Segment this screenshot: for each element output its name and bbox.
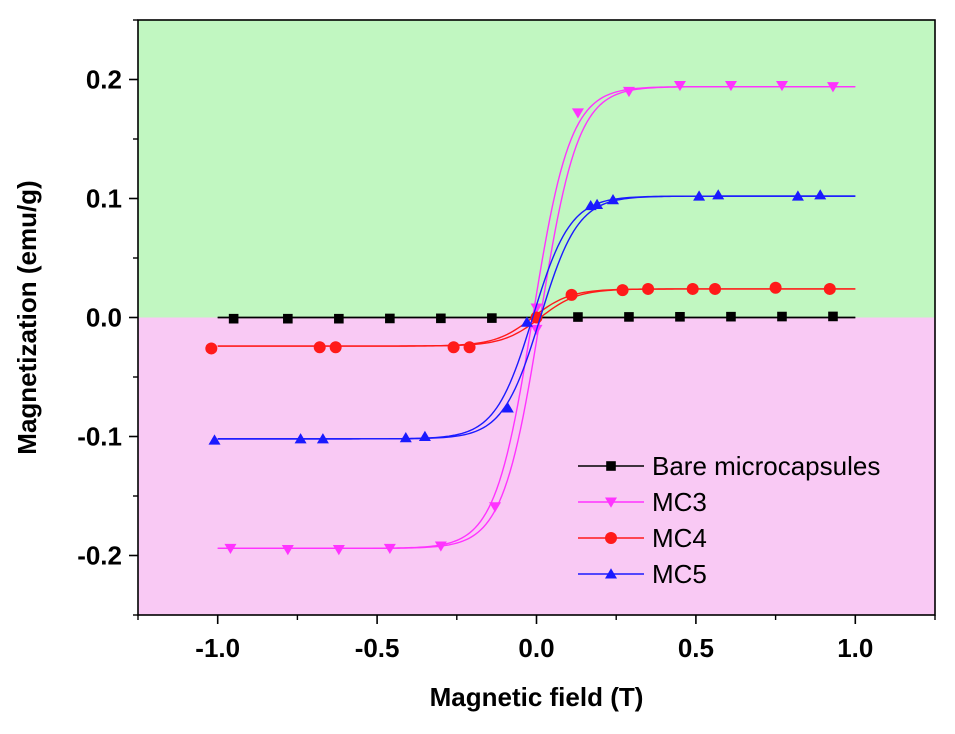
- data-point: [642, 282, 655, 295]
- x-tick-label: 1.0: [837, 633, 873, 663]
- data-point: [463, 341, 476, 354]
- data-point: [616, 284, 629, 297]
- data-point: [501, 402, 514, 413]
- data-point: [418, 430, 431, 441]
- y-axis-title: Magnetization (emu/g): [12, 180, 42, 454]
- data-point: [624, 312, 634, 322]
- legend-marker: [605, 568, 617, 579]
- x-axis-title: Magnetic field (T): [430, 682, 644, 712]
- series-mc5: [208, 189, 856, 445]
- data-point: [294, 433, 307, 444]
- series-line-lower: [217, 85, 856, 550]
- series-layer: [205, 80, 856, 556]
- legend-label: MC4: [652, 523, 707, 553]
- series-mc3: [217, 80, 856, 556]
- data-point: [814, 189, 827, 200]
- data-point: [726, 311, 736, 322]
- data-point: [520, 316, 533, 327]
- data-point: [447, 341, 460, 354]
- x-tick-label: 0.0: [518, 633, 554, 663]
- data-point: [712, 189, 725, 200]
- data-point: [383, 543, 396, 555]
- legend: Bare microcapsules MC3 MC4 MC5: [578, 451, 880, 589]
- data-point: [775, 80, 788, 92]
- data-point: [675, 311, 685, 322]
- y-tick-label: -0.2: [77, 541, 122, 571]
- data-point: [228, 313, 239, 324]
- data-point: [487, 313, 497, 323]
- data-point: [530, 303, 543, 314]
- data-point: [622, 86, 635, 98]
- axes: -1.0 -0.5 0.0 0.5 1.0 -0.2 -0.1 0.0 0.1 0.2: [77, 19, 936, 663]
- data-point: [571, 108, 584, 119]
- legend-label: MC3: [652, 487, 707, 517]
- data-point: [205, 342, 218, 355]
- data-point: [224, 543, 237, 555]
- y-tick-label: 0.2: [86, 65, 122, 95]
- legend-marker: [605, 532, 617, 544]
- data-point: [436, 313, 446, 324]
- data-point: [823, 282, 836, 295]
- data-point: [332, 545, 345, 556]
- x-tick-label: -0.5: [355, 633, 400, 663]
- data-point: [724, 80, 737, 92]
- data-point: [565, 288, 578, 301]
- x-tick-label: 0.5: [678, 633, 714, 663]
- data-point: [693, 190, 706, 201]
- data-point: [591, 198, 604, 209]
- data-point: [791, 190, 804, 201]
- data-point: [686, 282, 699, 295]
- legend-marker: [605, 497, 617, 508]
- legend-label: Bare microcapsules: [652, 451, 880, 481]
- data-point: [709, 282, 722, 295]
- y-tick-label: 0.1: [86, 184, 122, 214]
- data-point: [313, 341, 326, 354]
- data-point: [828, 311, 838, 322]
- data-point: [208, 434, 221, 445]
- data-point: [434, 541, 447, 552]
- y-tick-label: 0.0: [86, 303, 122, 333]
- data-point: [329, 341, 342, 354]
- y-tick-label: -0.1: [77, 422, 122, 452]
- data-point: [385, 313, 395, 324]
- legend-label: MC5: [652, 559, 707, 589]
- data-point: [573, 312, 583, 322]
- x-tick-label: -1.0: [195, 633, 240, 663]
- data-point: [489, 502, 502, 513]
- data-point: [399, 431, 412, 443]
- data-point: [334, 313, 344, 324]
- data-point: [281, 545, 294, 556]
- data-point: [769, 281, 782, 294]
- data-point: [316, 433, 329, 444]
- data-point: [673, 80, 686, 92]
- data-point: [777, 311, 787, 322]
- data-point: [283, 313, 293, 324]
- background-region-positive: [138, 20, 935, 318]
- data-point: [607, 193, 620, 205]
- plot-background: [138, 20, 935, 615]
- legend-marker: [606, 461, 616, 471]
- background-region-negative: [138, 317, 935, 615]
- data-point: [826, 82, 839, 93]
